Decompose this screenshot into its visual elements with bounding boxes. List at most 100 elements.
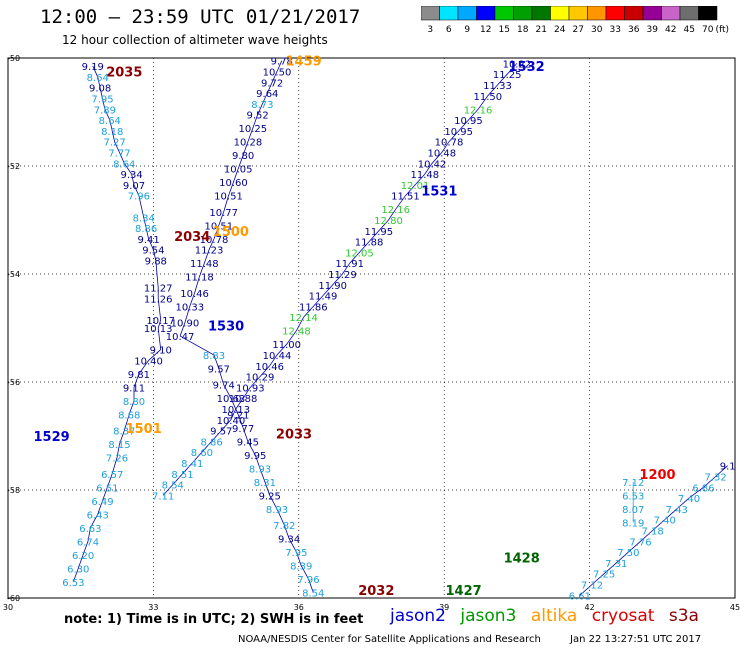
swh-value: 10.51 [214, 192, 243, 203]
swh-value: 11.23 [195, 246, 224, 257]
swh-value: 8.34 [133, 213, 155, 224]
swh-value: 11.29 [328, 270, 357, 281]
colorbar-label: 27 [573, 25, 584, 35]
swh-value: 8.31 [254, 478, 276, 489]
lat-tick-label: -60 [7, 594, 20, 603]
swh-value: 10.95 [444, 127, 473, 138]
swh-value: 9.25 [259, 491, 281, 502]
swh-value: 7.11 [152, 491, 174, 502]
swh-value: 11.48 [410, 170, 439, 181]
lat-tick-label: -56 [7, 378, 20, 387]
lon-tick-label: 45 [730, 603, 740, 612]
swh-value: 8.07 [622, 505, 644, 516]
swh-value: 9.64 [256, 89, 278, 100]
swh-value: 9.41 [137, 235, 159, 246]
swh-value: 7.43 [666, 505, 688, 516]
swh-value: 10.13 [144, 324, 173, 335]
swh-value: 12.05 [345, 248, 374, 259]
swh-value: 11.27 [144, 284, 173, 295]
colorbar-label: 9 [464, 25, 470, 35]
colorbar-label: 45 [684, 25, 695, 35]
swh-value: 8.41 [181, 459, 203, 470]
swh-value: 10.63 [217, 394, 246, 405]
swh-value: 11.50 [473, 92, 502, 103]
legend-s3a: s3a [668, 606, 699, 626]
swh-value: 10.46 [255, 362, 284, 373]
swh-value: 10.25 [238, 124, 267, 135]
swh-value: 8.80 [123, 397, 145, 408]
swh-value: 9.19 [82, 62, 104, 73]
swh-value: 12.01 [401, 181, 430, 192]
pass-time-label: 1427 [446, 584, 482, 599]
swh-value: 8.15 [108, 440, 130, 451]
colorbar-label: 18 [517, 25, 529, 35]
swh-value: 6.74 [77, 537, 99, 548]
swh-value: 9.07 [123, 181, 145, 192]
pass-time-label: 1428 [504, 552, 540, 567]
swh-value: 8.86 [200, 437, 222, 448]
swh-value: 10.22 [503, 59, 532, 70]
colorbar-label: 39 [647, 25, 659, 35]
swh-value: 10.42 [418, 159, 447, 170]
swh-value: 8.54 [162, 481, 184, 492]
swh-value: 7.95 [285, 548, 307, 559]
map-frame [7, 57, 736, 599]
swh-value: 9.78 [271, 57, 293, 68]
swh-value: 7.31 [605, 559, 627, 570]
swh-value: 10.90 [171, 319, 200, 330]
lon-tick-label: 39 [439, 603, 449, 612]
swh-value: 10.47 [166, 332, 195, 343]
swh-value: 6.20 [72, 551, 94, 562]
swh-value: 8.73 [251, 100, 273, 111]
swh-value: 7.96 [297, 575, 319, 586]
swh-value: 7.89 [94, 105, 116, 116]
swh-value: 8.54 [302, 589, 324, 600]
lat-tick-label: -54 [7, 270, 20, 279]
swh-value: 8.93 [266, 505, 288, 516]
pass-time-label: 1501 [126, 422, 162, 437]
pass-time-label: 1200 [639, 468, 675, 483]
swh-value: 6.53 [62, 578, 84, 589]
colorbar-label: 36 [628, 25, 640, 35]
color-scale-legend: 3 6 9 12 15 18 21 24 27 30 33 36 39 42 45 70 (ft) [421, 6, 729, 35]
swh-value: 11.95 [364, 227, 393, 238]
swh-value: 7.40 [654, 516, 676, 527]
colorbar-label: 42 [665, 25, 676, 35]
swh-value: 7.18 [641, 527, 663, 538]
satellite-legend: jason2 jason3 altika cryosat s3a [390, 606, 708, 626]
swh-value: 11.88 [355, 238, 384, 249]
credit-organization: NOAA/NESDIS Center for Satellite Applica… [238, 634, 541, 645]
swh-value: 9.57 [208, 365, 230, 376]
swh-value: 11.51 [391, 192, 420, 203]
track-1200: 7.12 6.53 8.07 8.19 [622, 478, 644, 530]
lon-tick-label: 42 [585, 603, 595, 612]
swh-value: 10.13 [221, 405, 250, 416]
legend-cryosat: cryosat [591, 606, 655, 626]
credit-line: NOAA/NESDIS Center for Satellite Applica… [238, 634, 727, 645]
swh-value: 10.46 [180, 289, 209, 300]
swh-value: 9.45 [237, 437, 259, 448]
swh-value: 8.64 [99, 116, 121, 127]
swh-value: 11.86 [299, 302, 328, 313]
swh-value: 10.50 [263, 68, 292, 79]
swh-value: 8.86 [135, 224, 157, 235]
swh-value: 10.48 [427, 149, 456, 160]
lat-tick-label: -52 [7, 162, 20, 171]
swh-value: 9.34 [120, 170, 142, 181]
track-1428: 9.17.326.867.407.437.407.187.767.507.317… [569, 462, 736, 603]
swh-value: 9.81 [128, 370, 150, 381]
legend-altika: altika [530, 606, 578, 626]
lon-tick-label: 30 [3, 603, 13, 612]
swh-value: 9.08 [89, 84, 111, 95]
swh-value: 10.88 [229, 394, 258, 405]
swh-value: 9.74 [213, 381, 235, 392]
swh-value: 11.26 [144, 294, 173, 305]
swh-value: 10.40 [134, 356, 163, 367]
swh-value: 9.52 [246, 111, 268, 122]
swh-value: 8.51 [171, 470, 193, 481]
swh-value: 10.51 [204, 221, 233, 232]
swh-value: 10.05 [224, 165, 253, 176]
pass-time-label: 2032 [358, 584, 394, 599]
swh-value: 9.1 [720, 462, 736, 473]
